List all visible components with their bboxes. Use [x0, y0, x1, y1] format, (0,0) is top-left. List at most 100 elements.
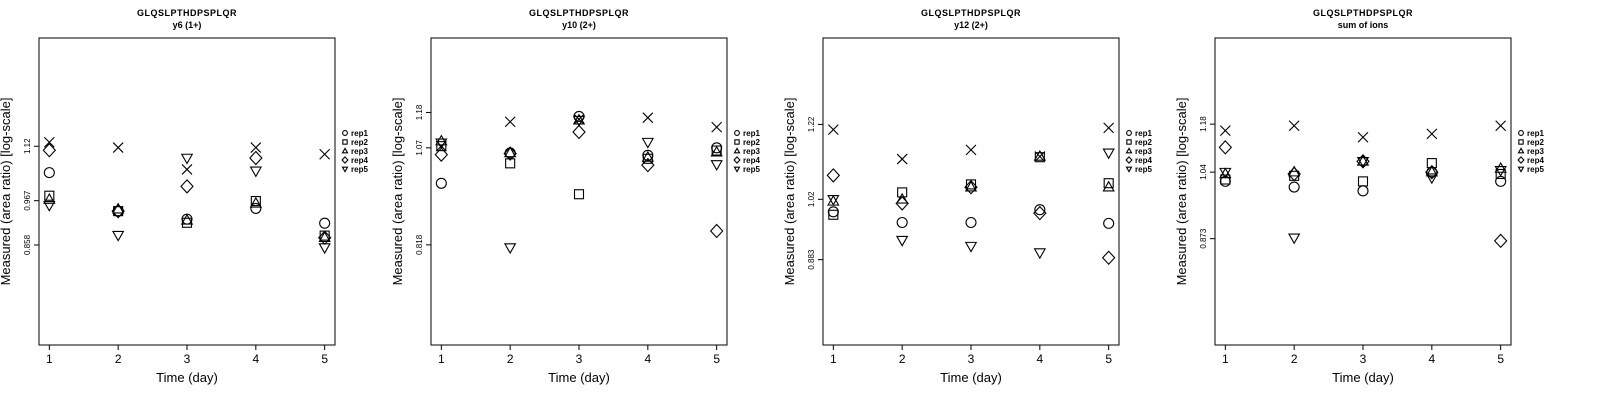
data-point-rep5 [1356, 157, 1370, 168]
data-point-cross [112, 142, 124, 153]
x-tick-label: 1 [830, 352, 837, 366]
y-axis-label: Measured (area ratio) [log-scale] [0, 98, 13, 286]
data-point-rep4 [709, 223, 724, 239]
data-point-cross [1103, 122, 1115, 134]
data-point-rep2 [1034, 152, 1045, 163]
legend-label-rep5: rep5 [743, 165, 760, 174]
data-point-rep2 [505, 158, 516, 169]
legend-marker-rep3 [341, 147, 349, 154]
x-tick-label: 2 [507, 352, 514, 366]
legend-marker-rep3 [733, 147, 741, 154]
data-point-rep4 [42, 142, 57, 158]
data-point-rep3 [180, 213, 194, 225]
x-tick-label: 3 [184, 352, 191, 366]
data-point-rep2 [573, 189, 585, 200]
legend-marker-rep4 [1517, 156, 1525, 164]
data-point-rep1 [1034, 204, 1046, 216]
legend-label-rep3: rep3 [743, 147, 760, 156]
data-point-rep1 [435, 177, 447, 189]
data-point-rep4 [1287, 166, 1301, 182]
y-tick-label: 1.07 [415, 139, 424, 155]
data-point-rep4 [1033, 205, 1047, 221]
y-tick-label: 1.04 [1199, 164, 1208, 180]
y-tick-label: 1.18 [1199, 116, 1208, 132]
legend-marker-rep4 [733, 156, 741, 164]
data-point-rep2 [1357, 176, 1369, 187]
data-point-rep3 [249, 196, 263, 208]
y-axis-label: Measured (area ratio) [log-scale] [390, 98, 405, 286]
chart-subtitle: y12 (2+) [954, 20, 988, 30]
data-point-rep4 [434, 147, 449, 162]
y-tick-label: 0.883 [807, 249, 816, 270]
legend-label-rep5: rep5 [1527, 165, 1544, 174]
data-point-cross [1288, 120, 1300, 132]
chart-title: GLQSLPTHDPSPLQR [137, 8, 237, 18]
data-point-rep2 [1220, 174, 1231, 185]
data-point-rep5 [318, 243, 331, 255]
y-tick-label: 1.12 [23, 138, 32, 154]
data-point-rep2 [1103, 178, 1114, 189]
data-point-cross [965, 144, 977, 156]
data-point-rep1 [827, 206, 839, 218]
legend-marker-rep4 [341, 156, 349, 164]
x-tick-label: 4 [252, 352, 259, 366]
legend-label-rep2: rep2 [743, 138, 760, 147]
data-point-rep3 [503, 146, 517, 158]
legend-label-rep4: rep4 [743, 156, 760, 165]
data-point-rep5 [895, 235, 909, 247]
data-point-rep4 [641, 157, 655, 173]
legend-label-rep2: rep2 [1135, 138, 1152, 147]
data-point-cross [827, 124, 839, 135]
x-tick-label: 4 [1036, 352, 1043, 366]
data-point-rep5 [827, 195, 840, 206]
legend-label-rep3: rep3 [1135, 147, 1152, 156]
y-tick-label: 0.873 [1199, 228, 1208, 249]
legend-label-rep1: rep1 [1135, 129, 1152, 138]
x-tick-label: 5 [1497, 352, 1504, 366]
legend-marker-rep2 [1518, 139, 1524, 145]
legend-label-rep2: rep2 [1527, 138, 1544, 147]
x-tick-label: 1 [1222, 352, 1229, 366]
data-point-cross [1357, 131, 1369, 143]
data-point-rep5 [1219, 167, 1232, 179]
data-point-rep3 [964, 180, 978, 192]
data-point-rep2 [897, 187, 908, 198]
legend-label-rep5: rep5 [1135, 165, 1152, 174]
data-point-cross [573, 113, 585, 125]
data-point-rep5 [1425, 173, 1439, 185]
data-point-cross [181, 164, 193, 175]
data-point-cross [1034, 151, 1046, 162]
x-tick-label: 1 [46, 352, 53, 366]
x-tick-label: 4 [644, 352, 651, 366]
y-axis-label: Measured (area ratio) [log-scale] [782, 98, 797, 286]
x-axis-label: Time (day) [548, 370, 610, 385]
legend-marker-rep2 [342, 139, 348, 145]
legend-label-rep3: rep3 [1527, 147, 1544, 156]
data-point-rep3 [710, 145, 723, 157]
data-point-cross [1495, 120, 1507, 132]
x-axis-label: Time (day) [1332, 370, 1394, 385]
data-point-rep3 [1102, 180, 1115, 192]
data-point-rep5 [964, 241, 978, 253]
data-point-rep1 [250, 202, 262, 214]
data-point-cross [250, 142, 262, 153]
plot-frame [1214, 37, 1512, 346]
data-point-rep2 [44, 190, 55, 201]
y-tick-label: 0.967 [23, 190, 32, 211]
x-axis-label: Time (day) [940, 370, 1002, 385]
plot-frame [430, 37, 728, 346]
legend-label-rep4: rep4 [1527, 156, 1544, 165]
legend-label-rep1: rep1 [1527, 129, 1544, 138]
data-point-rep2 [1495, 168, 1506, 180]
x-tick-label: 2 [899, 352, 906, 366]
x-tick-label: 5 [1105, 352, 1112, 366]
data-point-rep4 [503, 146, 517, 161]
data-point-cross [319, 148, 331, 160]
data-point-rep5 [1102, 148, 1115, 160]
data-point-rep3 [111, 202, 125, 214]
x-tick-label: 2 [1291, 352, 1298, 366]
data-point-rep3 [1494, 161, 1507, 173]
data-point-rep1 [1288, 181, 1300, 193]
legend-label-rep5: rep5 [351, 165, 368, 174]
